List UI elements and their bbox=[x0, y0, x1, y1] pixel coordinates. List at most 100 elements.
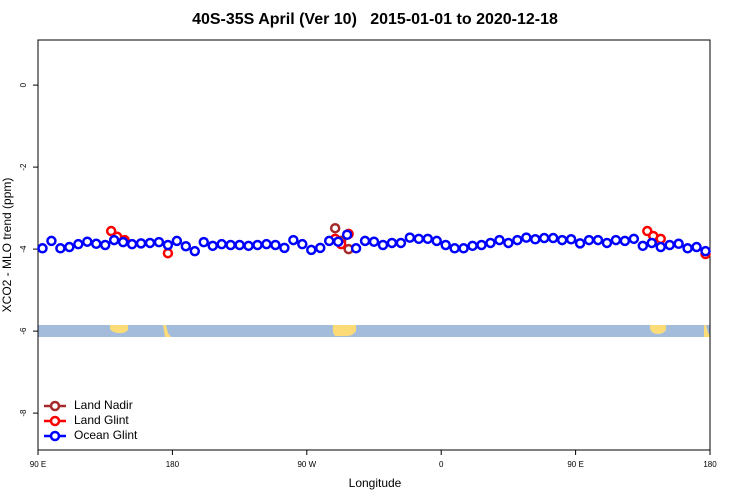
point bbox=[243, 240, 254, 252]
x-tick-label: 180 bbox=[703, 460, 717, 469]
point bbox=[691, 241, 702, 253]
point bbox=[503, 237, 514, 249]
point bbox=[449, 243, 460, 254]
x-tick-label: 0 bbox=[439, 460, 444, 469]
surface-strip bbox=[38, 325, 710, 337]
point bbox=[297, 238, 308, 250]
point bbox=[350, 243, 362, 254]
point bbox=[341, 229, 353, 240]
point bbox=[431, 235, 442, 247]
legend-label: Land Nadir bbox=[74, 398, 133, 412]
point bbox=[601, 237, 613, 249]
legend-label: Land Glint bbox=[74, 413, 129, 427]
point bbox=[108, 234, 120, 246]
point bbox=[637, 240, 649, 252]
legend-marker bbox=[49, 415, 61, 427]
point bbox=[73, 238, 84, 250]
point bbox=[279, 242, 290, 254]
point bbox=[404, 232, 416, 243]
point bbox=[646, 237, 658, 249]
point bbox=[37, 243, 48, 254]
point bbox=[530, 234, 541, 245]
point bbox=[162, 247, 174, 259]
legend-marker bbox=[49, 430, 61, 442]
point bbox=[521, 232, 532, 243]
point bbox=[556, 234, 568, 246]
point bbox=[377, 239, 389, 251]
legend-label: Ocean Glint bbox=[74, 428, 138, 442]
point bbox=[565, 234, 577, 245]
chart-title: 40S-35S April (Ver 10) 2015-01-01 to 202… bbox=[192, 11, 558, 28]
point bbox=[329, 222, 341, 234]
point bbox=[440, 239, 451, 251]
point bbox=[673, 238, 684, 250]
land bbox=[110, 325, 128, 334]
point bbox=[105, 225, 117, 237]
point bbox=[538, 232, 550, 244]
x-tick-label: 180 bbox=[166, 460, 180, 469]
point bbox=[368, 236, 380, 247]
point bbox=[99, 239, 111, 251]
point bbox=[261, 238, 272, 250]
point bbox=[117, 236, 129, 248]
point bbox=[359, 235, 371, 247]
point bbox=[610, 234, 622, 246]
plot-frame bbox=[37, 39, 711, 451]
point bbox=[547, 232, 559, 244]
point bbox=[162, 239, 174, 251]
point bbox=[90, 238, 102, 250]
point bbox=[655, 241, 666, 253]
point bbox=[171, 235, 183, 247]
y-tick-label: -6 bbox=[19, 327, 28, 335]
point bbox=[82, 236, 93, 247]
land bbox=[163, 325, 171, 337]
point bbox=[270, 239, 281, 251]
point bbox=[332, 236, 344, 247]
point bbox=[198, 236, 210, 248]
point bbox=[252, 239, 263, 251]
point bbox=[512, 234, 523, 246]
point bbox=[234, 239, 245, 251]
point bbox=[180, 240, 192, 252]
point bbox=[494, 234, 505, 246]
point bbox=[664, 239, 675, 251]
point bbox=[485, 237, 496, 249]
point bbox=[306, 244, 317, 256]
point bbox=[476, 239, 487, 251]
point bbox=[458, 243, 469, 254]
point bbox=[126, 238, 138, 250]
point bbox=[592, 234, 604, 246]
x-tick-label: 90 E bbox=[567, 460, 583, 469]
point bbox=[422, 233, 434, 245]
point bbox=[700, 245, 711, 257]
y-axis-label: XCO2 - MLO trend (ppm) bbox=[0, 178, 14, 313]
point bbox=[619, 235, 631, 247]
point bbox=[395, 237, 407, 249]
point bbox=[64, 241, 75, 253]
x-axis-label: Longitude bbox=[349, 476, 402, 490]
point bbox=[628, 233, 640, 245]
y-tick-label: -2 bbox=[19, 163, 28, 171]
legend-marker bbox=[49, 400, 61, 412]
y-tick-label: 0 bbox=[19, 82, 28, 87]
point bbox=[323, 235, 335, 247]
land bbox=[332, 325, 356, 336]
point bbox=[682, 243, 693, 254]
point bbox=[189, 245, 201, 257]
point bbox=[55, 243, 66, 254]
x-tick-label: 90 E bbox=[30, 460, 46, 469]
point bbox=[144, 237, 156, 249]
point bbox=[225, 239, 236, 251]
point bbox=[467, 240, 478, 252]
y-tick-label: -8 bbox=[19, 409, 28, 417]
point bbox=[207, 240, 218, 252]
point bbox=[655, 233, 666, 245]
point bbox=[386, 237, 398, 249]
land bbox=[704, 325, 710, 337]
y-tick-label: -4 bbox=[19, 245, 28, 253]
point bbox=[135, 238, 147, 249]
point bbox=[574, 238, 586, 249]
point bbox=[46, 235, 57, 247]
point bbox=[314, 242, 326, 254]
